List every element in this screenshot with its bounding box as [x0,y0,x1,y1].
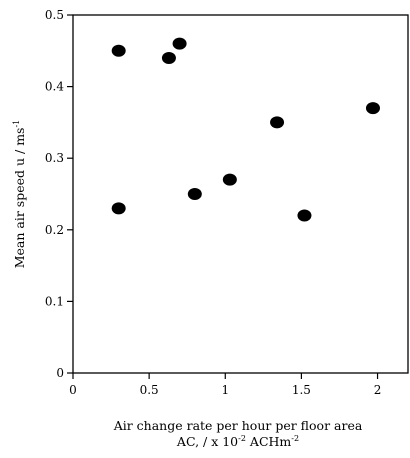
y-tick-label: 0.3 [45,151,64,165]
plot-frame [72,14,409,374]
data-point [111,44,126,57]
y-tick-label: 0.5 [45,8,64,22]
data-point [365,102,380,115]
y-tick-label: 0.4 [45,80,64,94]
data-points [111,37,380,222]
y-tick-label: 0.1 [45,294,64,308]
data-point [161,51,176,64]
data-point [187,188,202,200]
data-point [111,202,126,215]
x-axis-label-line2: AC, / x 10-2 ACHm-2 [176,434,299,449]
x-tick-label: 0.5 [140,383,159,397]
x-tick-label: 1.5 [292,383,311,397]
plot-area-border [72,14,409,374]
x-tick-label: 0 [69,383,77,397]
x-axis-ticks: 0 0.5 1 1.5 2 [69,373,381,397]
data-point [270,116,285,129]
y-tick-label: 0 [56,366,64,380]
y-axis-ticks: 0 0.1 0.2 0.3 0.4 0.5 [45,8,73,380]
data-point [172,37,187,50]
data-point [297,209,312,222]
y-tick-label: 0.2 [45,223,64,237]
x-axis-label-line1: Air change rate per hour per floor area [113,418,363,433]
x-tick-label: 2 [374,383,382,397]
data-point [222,173,237,186]
y-axis-label: Mean air speed u / ms-1 [12,120,27,269]
x-tick-label: 1 [221,383,229,397]
